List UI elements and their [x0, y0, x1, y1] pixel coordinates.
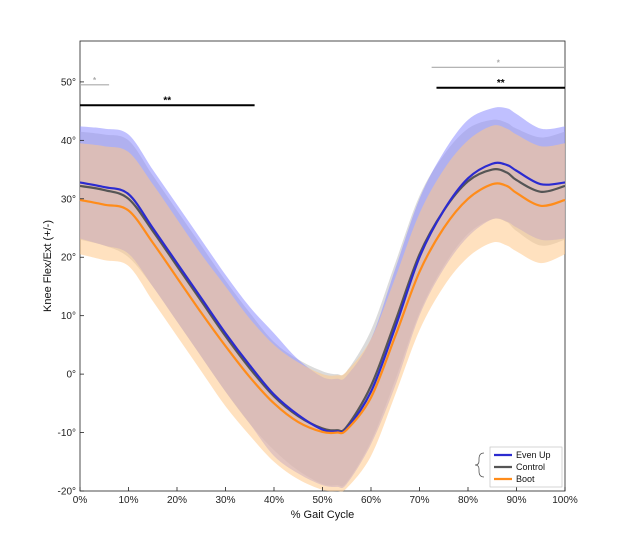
significance-marker-2: ** [163, 95, 171, 106]
y-tick-label: 0° [66, 370, 76, 381]
x-tick-label: 60% [361, 495, 381, 506]
line-even-up [79, 161, 566, 434]
x-tick-label: 70% [409, 495, 429, 506]
band-boot [80, 125, 565, 492]
legend-bracket [474, 452, 485, 478]
x-tick-label: 20% [167, 495, 187, 506]
legend-label-control: Control [516, 462, 545, 472]
significance-marker-4: ** [497, 78, 505, 89]
x-tick-label: 50% [312, 495, 332, 506]
x-tick-label: 10% [118, 495, 138, 506]
significance-marker-3: * [497, 58, 501, 67]
y-tick-label: -20° [58, 487, 76, 498]
y-tick-label: -10° [58, 428, 76, 439]
legend-label-boot: Boot [516, 474, 535, 484]
x-tick-label: 0% [73, 495, 88, 506]
x-tick-label: 40% [264, 495, 284, 506]
y-axis-label: Knee Flex/Ext (+/-) [42, 220, 54, 312]
x-tick-label: 100% [552, 495, 578, 506]
significance-marker-1: * [93, 76, 97, 85]
x-tick-label: 30% [215, 495, 235, 506]
y-tick-label: 50° [61, 77, 76, 88]
y-tick-label: 40° [61, 136, 76, 147]
x-axis-label: % Gait Cycle [291, 509, 355, 521]
y-tick-label: 20° [61, 253, 76, 264]
x-tick-label: 90% [506, 495, 526, 506]
y-tick-label: 30° [61, 194, 76, 205]
x-tick-label: 80% [458, 495, 478, 506]
y-tick-label: 10° [61, 311, 76, 322]
line-control [79, 168, 566, 433]
legend-label-even-up: Even Up [516, 450, 551, 460]
line-boot [79, 182, 566, 435]
